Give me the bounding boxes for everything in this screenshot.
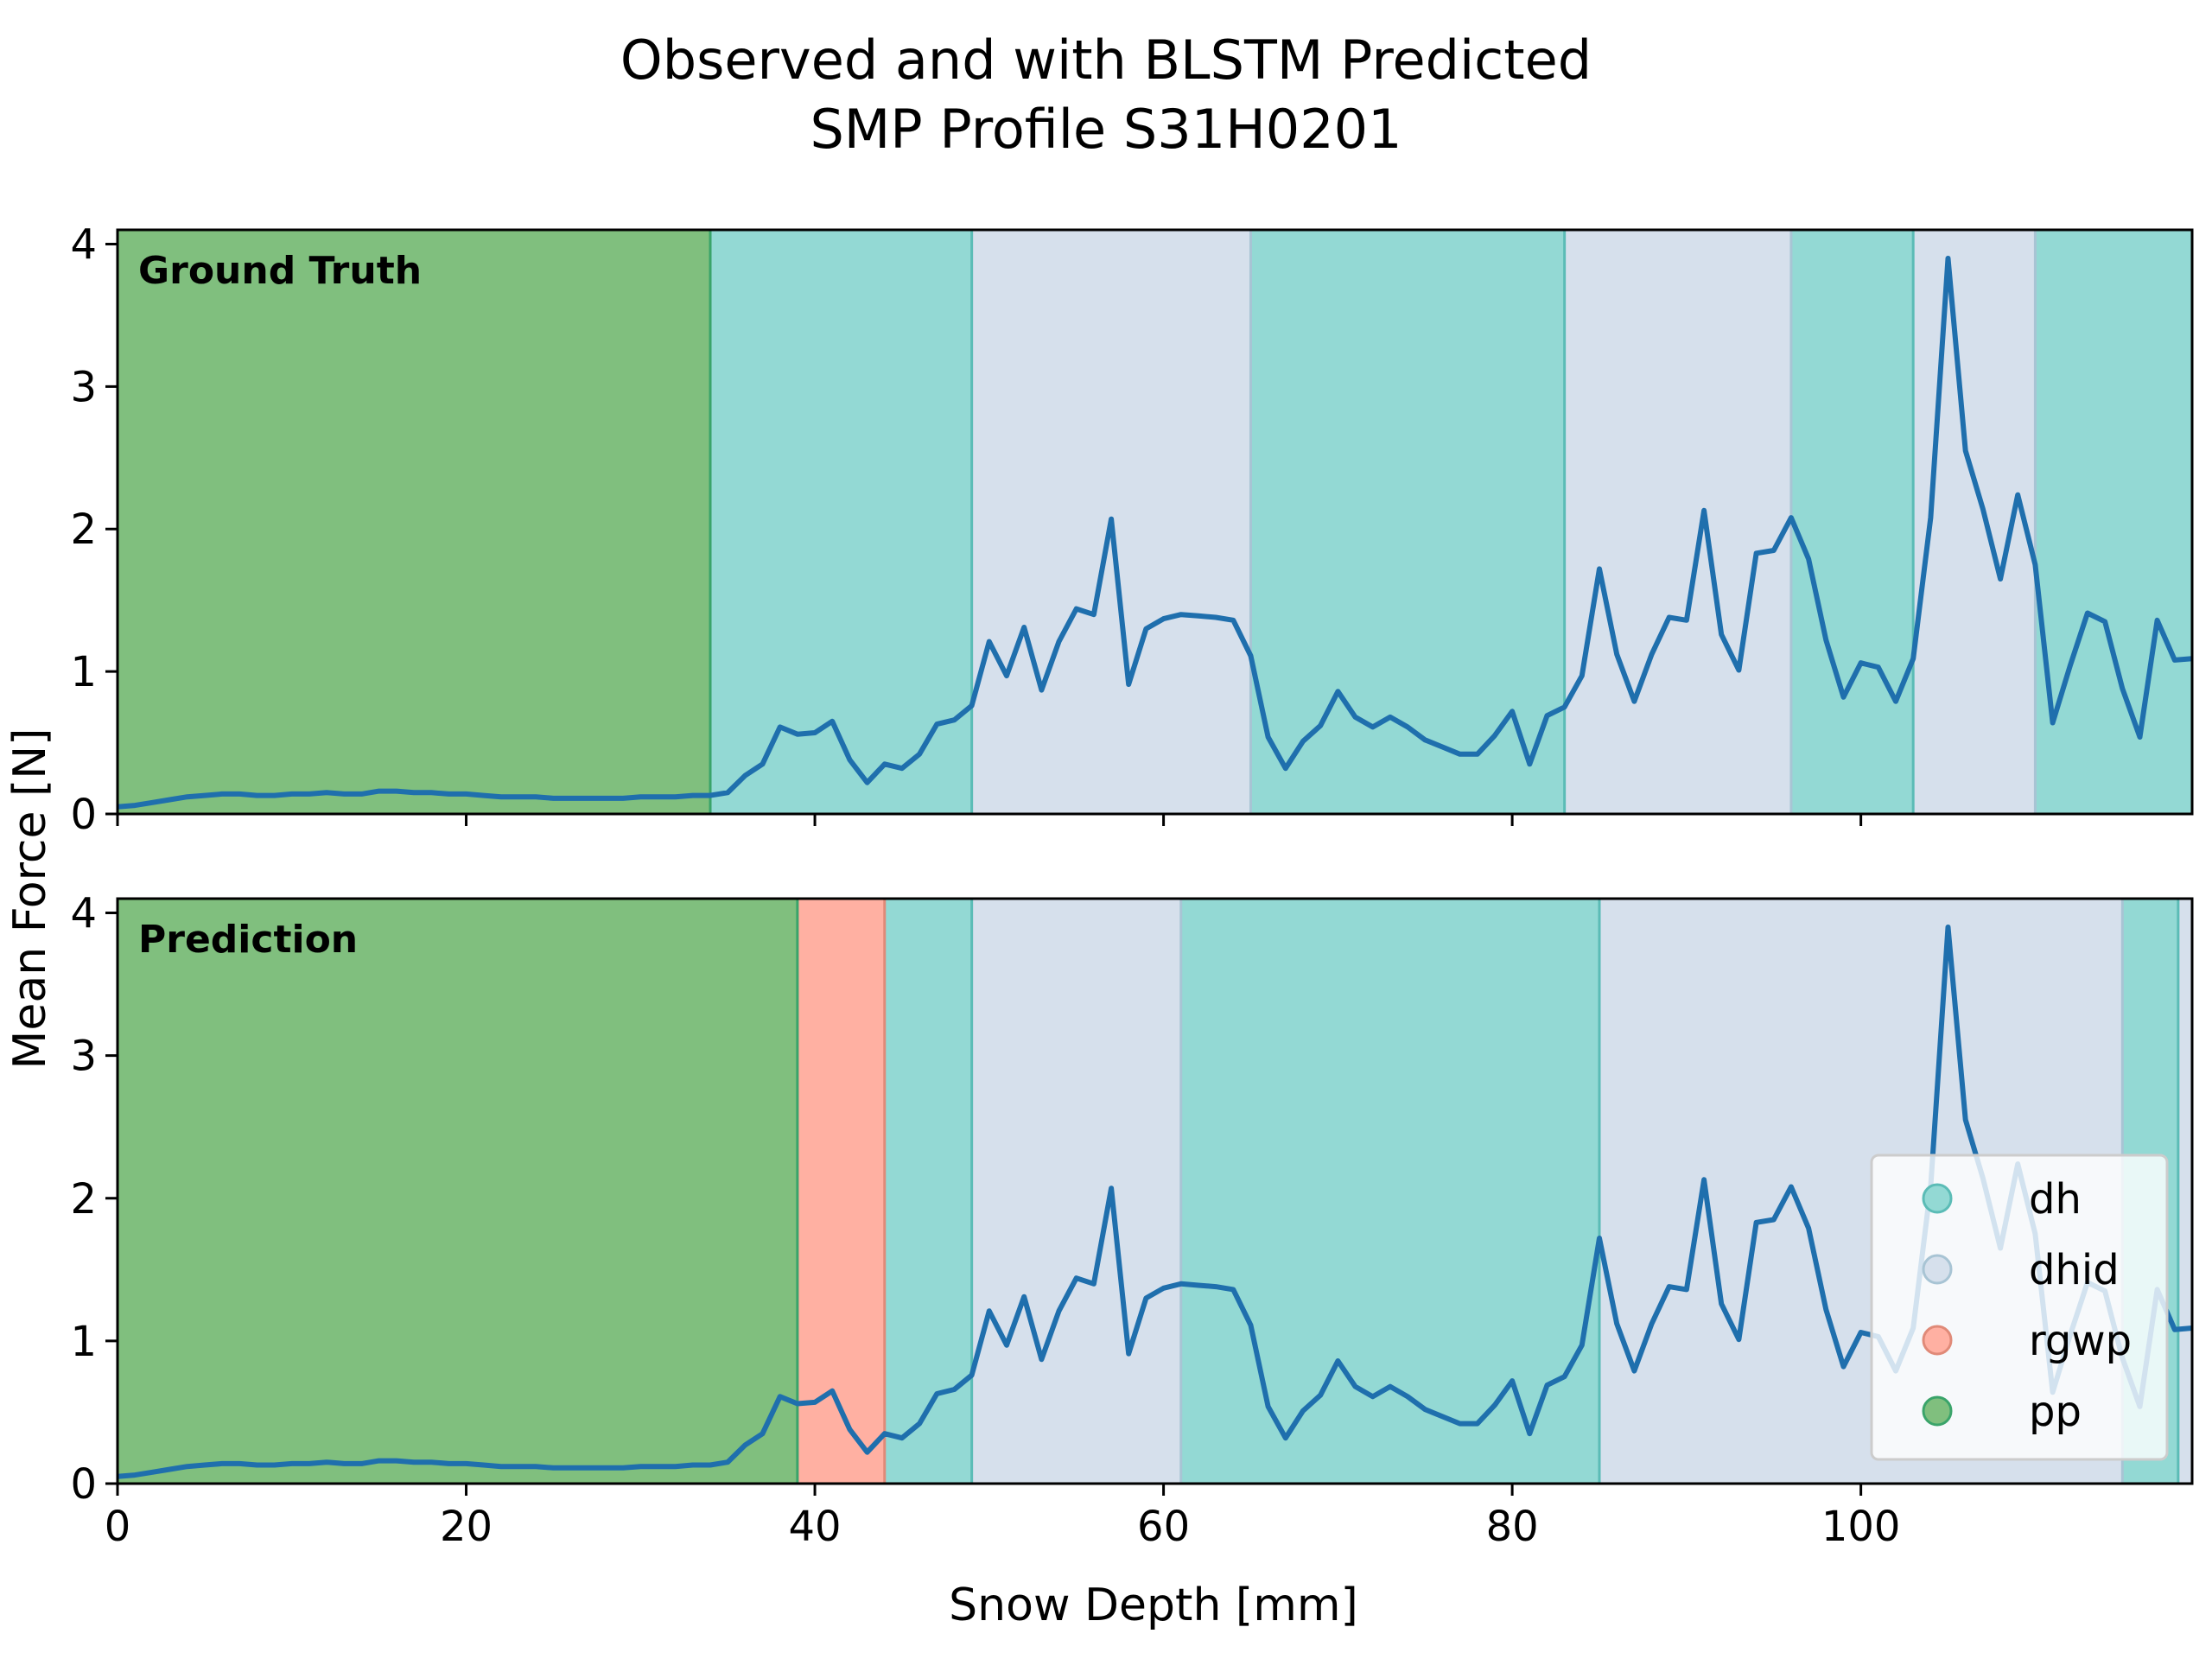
x-tick-label: 80 <box>1486 1503 1539 1551</box>
x-axis-label: Snow Depth [mm] <box>949 1580 1358 1631</box>
segment-dhid <box>1913 230 2036 814</box>
panel-ground-truth: 0 1 2 3 4 Ground Truth <box>70 220 2194 839</box>
segment-dh <box>884 899 972 1484</box>
legend-label-rgwp: rgwp <box>2029 1317 2132 1365</box>
y-axis-label: Mean Force [N] <box>4 728 56 1070</box>
segment-dh <box>1180 899 1599 1484</box>
y-tick-label: 4 <box>70 220 97 269</box>
segment-dhid <box>2177 899 2192 1484</box>
y-tick-label: 2 <box>70 1175 97 1224</box>
segment-dhid <box>971 899 1181 1484</box>
y-tick-label: 0 <box>70 1460 97 1509</box>
y-tick-label: 1 <box>70 1318 97 1366</box>
y-tick-label: 3 <box>70 1033 97 1081</box>
legend-label-dhid: dhid <box>2029 1246 2120 1294</box>
y-tick-label: 2 <box>70 505 97 554</box>
y-tick-label: 3 <box>70 363 97 411</box>
axes-frame <box>116 897 2194 1485</box>
segment-pp <box>118 230 710 814</box>
legend-box <box>1870 1154 2169 1461</box>
segment-dh <box>710 230 972 814</box>
segment-dh <box>1790 230 1914 814</box>
chart-title-line-2: SMP Profile S31H0201 <box>810 98 1402 161</box>
segment-rgwp <box>797 899 885 1484</box>
chart-title-line-1: Observed and with BLSTM Predicted <box>620 29 1592 92</box>
segment-dhid <box>1564 230 1791 814</box>
legend-label-pp: pp <box>2029 1388 2082 1436</box>
legend-marker-rgwp <box>1922 1325 1953 1356</box>
chart-title: Observed and with BLSTM Predicted SMP Pr… <box>0 26 2212 164</box>
y-tick-label: 1 <box>70 648 97 696</box>
x-tick-label: 60 <box>1137 1503 1190 1551</box>
legend-label-dh: dh <box>2029 1175 2082 1224</box>
y-tick-label: 0 <box>70 791 97 839</box>
x-tick-label: 100 <box>1821 1503 1901 1551</box>
segment-dh <box>2035 230 2192 814</box>
legend-marker-dhid <box>1922 1254 1953 1285</box>
x-tick-label: 40 <box>789 1503 842 1551</box>
x-tick-label: 20 <box>440 1503 493 1551</box>
panel-label: Ground Truth <box>138 249 422 293</box>
legend-marker-pp <box>1922 1395 1953 1427</box>
panel-label: Prediction <box>138 918 358 962</box>
legend: dh dhid rgwp pp <box>1870 1154 2169 1461</box>
axes-frame <box>116 228 2194 816</box>
y-tick-label: 4 <box>70 890 97 938</box>
mean-force-line <box>117 925 2193 1479</box>
legend-marker-dh <box>1922 1183 1953 1214</box>
x-tick-label: 0 <box>105 1503 131 1551</box>
mean-force-line <box>117 256 2193 810</box>
segment-pp <box>118 899 798 1484</box>
